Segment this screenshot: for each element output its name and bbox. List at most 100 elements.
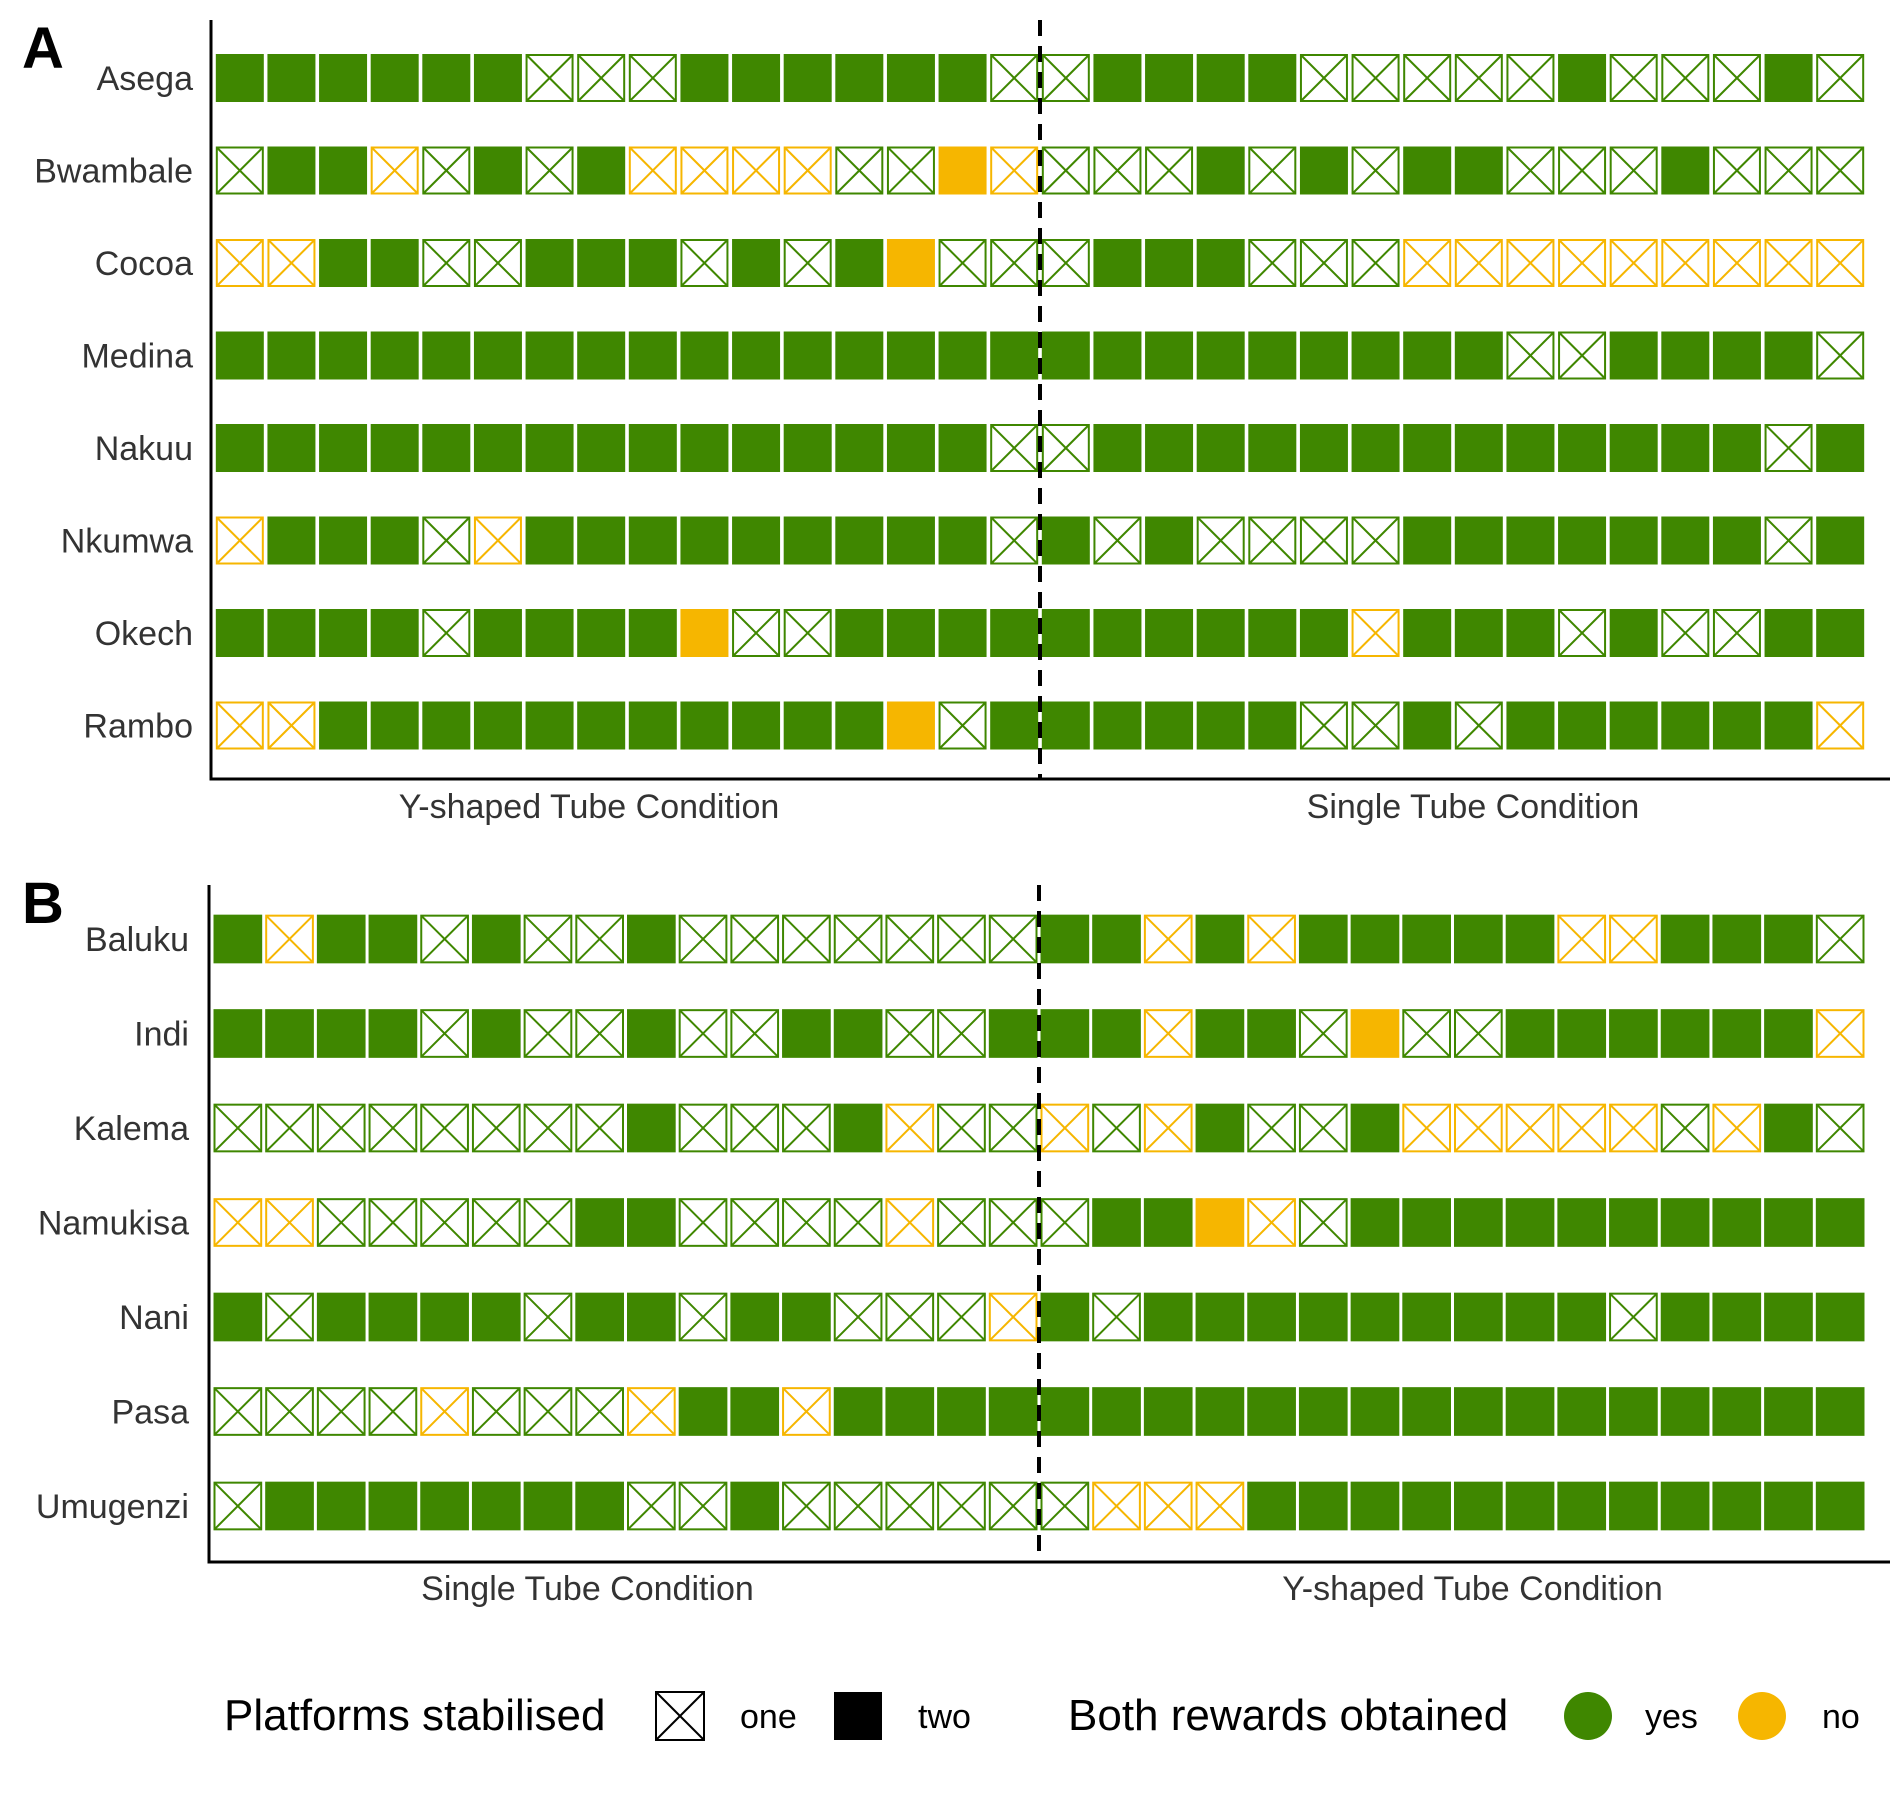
row-nani: Nani (119, 1292, 1865, 1342)
trial-cell-one (1093, 516, 1142, 565)
trial-cell-two (525, 424, 574, 472)
trial-cell-two (886, 516, 935, 565)
trial-cell-two (575, 1292, 624, 1342)
trial-cell-one (1248, 146, 1297, 195)
trial-cell-one (1041, 239, 1090, 287)
trial-cell-one (1092, 1481, 1141, 1531)
trial-cell-two (835, 54, 884, 102)
trial-cell-two (1609, 516, 1658, 565)
trial-cell-one (422, 146, 471, 195)
trial-cell-two (1764, 1292, 1813, 1342)
trial-cell-one (368, 1198, 418, 1247)
trial-cell-two (1403, 516, 1452, 565)
trial-cell-two (1764, 1103, 1813, 1153)
trial-cell-two (316, 1292, 366, 1342)
trial-cell-two (213, 1009, 263, 1058)
panel-B: B Baluku Indi Kalema Namukisa Nani Pasa Umugenz… (22, 871, 1890, 1608)
row-nkumwa: Nkumwa (61, 516, 1865, 565)
trial-cell-two (1247, 1387, 1296, 1436)
trial-cell-two (1403, 609, 1452, 657)
trial-cell-one (990, 516, 1039, 565)
trial-cell-two (473, 331, 522, 380)
trial-cell-two (783, 424, 832, 472)
trial-cell-two (1248, 54, 1297, 102)
trial-cell-two (422, 701, 471, 750)
trial-cell-two (1454, 1198, 1503, 1247)
trial-cell-one (473, 516, 522, 565)
trial-cell-two (886, 424, 935, 472)
row-label: Nkumwa (61, 523, 193, 561)
trial-cell-two (732, 239, 781, 287)
trial-cell-two (1195, 1198, 1245, 1247)
trial-cell-one (730, 1009, 780, 1058)
trial-cell-one (937, 1198, 986, 1247)
trial-cell-two (835, 424, 884, 472)
trial-cell-one (988, 1198, 1038, 1247)
trial-cell-two (1403, 424, 1452, 472)
trial-cell-one (1092, 1103, 1141, 1153)
trial-cell-two (1040, 914, 1090, 964)
trial-cell-two (319, 331, 368, 380)
trial-cell-two (1143, 1387, 1193, 1436)
trial-cell-two (370, 516, 419, 565)
trial-cell-two (577, 331, 626, 380)
trial-cell-two (1558, 424, 1607, 472)
trial-cell-one (1661, 239, 1710, 287)
trial-cell-two (680, 516, 729, 565)
trial-cell-two (1505, 1292, 1555, 1342)
trial-cell-one (1712, 1103, 1762, 1153)
trial-cell-one (627, 1481, 676, 1531)
trial-cell-one (628, 54, 677, 102)
trial-cell-one (885, 1198, 935, 1247)
trial-cell-two (1040, 1387, 1090, 1436)
trial-cell-two (1712, 1009, 1762, 1058)
trial-cell-one (1143, 1481, 1193, 1531)
trial-cell-two (990, 609, 1039, 657)
trial-cell-two (577, 424, 626, 472)
trial-cell-one (213, 1387, 263, 1436)
trial-cell-two (316, 1009, 366, 1058)
trial-cell-two (1145, 609, 1194, 657)
trial-cell-one (215, 516, 264, 565)
trial-cell-two (783, 54, 832, 102)
trial-cell-one (577, 54, 626, 102)
trial-cell-two (1764, 609, 1813, 657)
trial-cell-one (885, 1009, 935, 1058)
trial-cell-two (783, 331, 832, 380)
trial-cell-one (471, 1103, 521, 1153)
trial-cell-two (577, 609, 626, 657)
trial-cell-two (1403, 701, 1452, 750)
trial-cell-one (937, 914, 986, 964)
trial-cell-one (1247, 1103, 1296, 1153)
trial-cell-one (1248, 239, 1297, 287)
trial-cell-two (1506, 609, 1555, 657)
trial-cell-one (1040, 1198, 1090, 1247)
trial-cell-one (422, 609, 471, 657)
trial-cell-one (1609, 239, 1658, 287)
trial-cell-one (678, 1009, 728, 1058)
trial-cell-two (1093, 424, 1142, 472)
trial-cell-two (215, 424, 264, 472)
row-label: Indi (134, 1016, 189, 1054)
trial-cell-two (835, 609, 884, 657)
trial-cell-two (1506, 424, 1555, 472)
legend-title-platforms: Platforms stabilised (224, 1691, 605, 1740)
trial-cell-two (473, 54, 522, 102)
trial-cell-one (267, 701, 316, 750)
trial-cell-two (1505, 1198, 1555, 1247)
trial-cell-two (680, 331, 729, 380)
trial-cell-two (1764, 701, 1813, 750)
trial-cell-two (886, 331, 935, 380)
trial-cell-two (627, 1103, 676, 1153)
trial-cell-one (265, 1103, 314, 1153)
trial-cell-two (1764, 331, 1813, 380)
condition-label: Y-shaped Tube Condition (1282, 1570, 1663, 1608)
trial-cell-one (1196, 516, 1245, 565)
trial-cell-two (1609, 331, 1658, 380)
trial-cell-two (525, 701, 574, 750)
trial-cell-one (833, 914, 883, 964)
trial-cell-one (1454, 1103, 1503, 1153)
trial-cell-one (422, 239, 471, 287)
trial-cell-one (1506, 146, 1555, 195)
trial-cell-two (732, 516, 781, 565)
